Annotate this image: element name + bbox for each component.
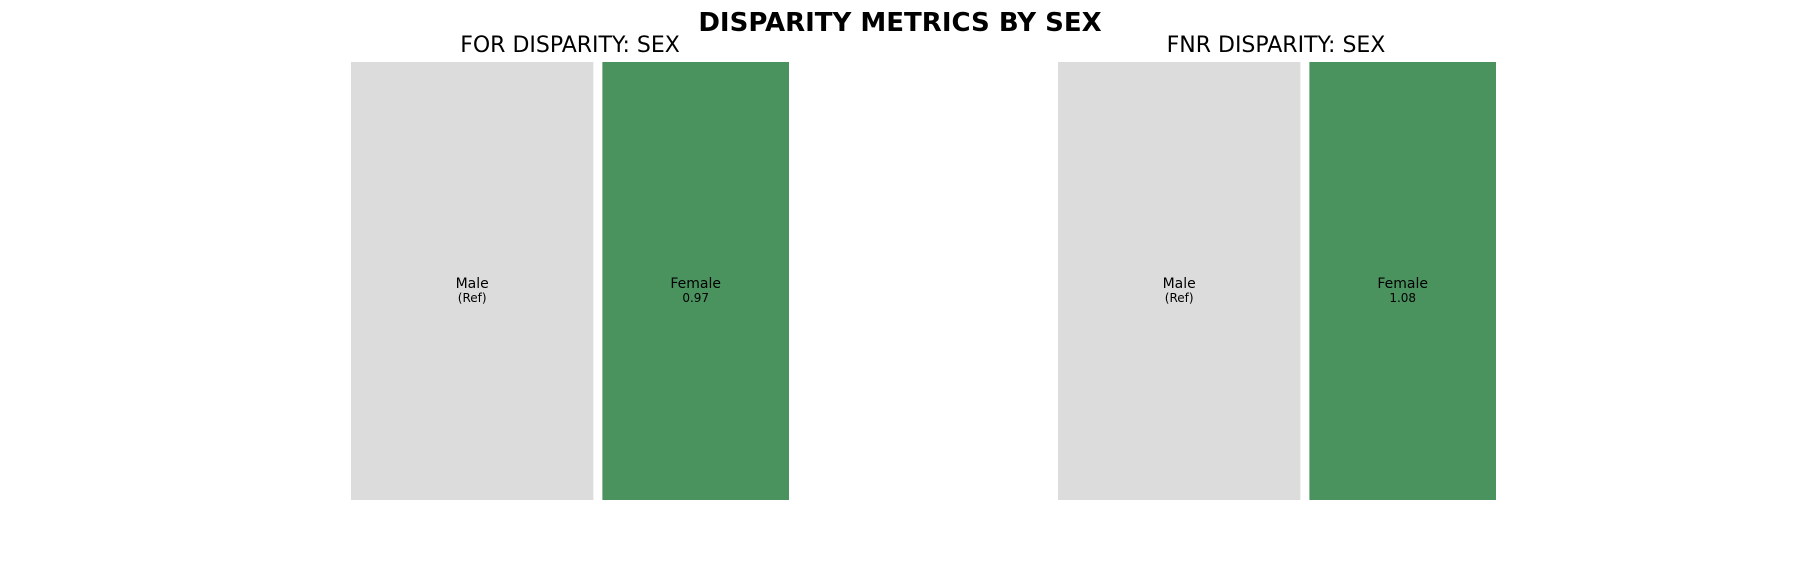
cell-male-label: Male: [456, 276, 489, 292]
cell-male-label: Male: [1163, 276, 1196, 292]
cell-female-label: Female: [670, 276, 721, 292]
cell-male-value: (Ref): [458, 291, 487, 305]
cell-female-rect: [602, 62, 789, 500]
cell-female-value: 1.08: [1389, 291, 1416, 305]
cell-male-rect: [351, 62, 594, 500]
figure-title: DISPARITY METRICS BY SEX: [698, 8, 1102, 38]
panel-title-fnr: FNR DISPARITY: SEX: [1167, 33, 1386, 58]
cell-female-rect: [1309, 62, 1496, 500]
panel-title-for: FOR DISPARITY: SEX: [460, 33, 680, 58]
cell-male-rect: [1058, 62, 1301, 500]
cell-male-value: (Ref): [1165, 291, 1194, 305]
cell-female-value: 0.97: [682, 291, 709, 305]
cell-female-label: Female: [1377, 276, 1428, 292]
